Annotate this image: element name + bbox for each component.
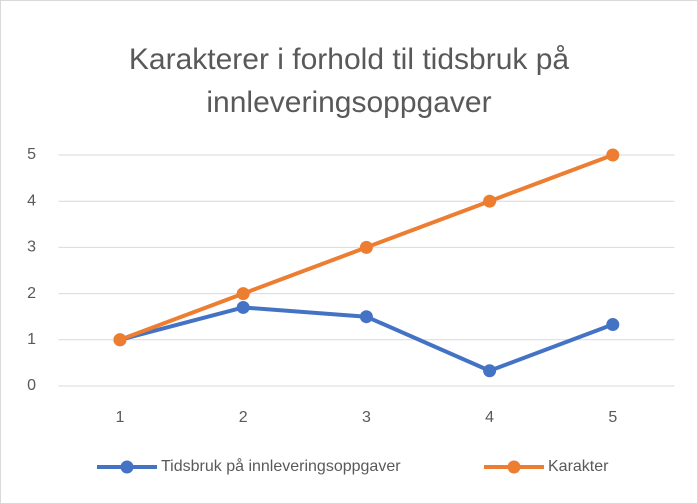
point — [606, 148, 620, 162]
x-tick-label: 3 — [362, 409, 371, 426]
legend-marker — [120, 460, 134, 474]
x-tick-label: 4 — [485, 409, 494, 426]
point — [483, 364, 497, 378]
y-tick-label: 1 — [27, 331, 36, 348]
legend-label: Karakter — [548, 458, 609, 475]
y-tick-label: 5 — [27, 146, 36, 163]
legend-marker — [507, 460, 521, 474]
x-tick-label: 2 — [239, 409, 248, 426]
y-tick-label: 4 — [27, 192, 36, 209]
x-tick-label: 1 — [116, 409, 125, 426]
point — [359, 240, 373, 254]
point — [606, 318, 620, 332]
point — [483, 194, 497, 208]
y-tick-label: 2 — [27, 285, 36, 302]
point — [236, 287, 250, 301]
y-tick-label: 0 — [27, 377, 36, 394]
point — [113, 333, 127, 347]
y-tick-label: 3 — [27, 239, 36, 256]
x-tick-label: 5 — [608, 409, 617, 426]
chart-title: Karakterer i forhold til tidsbruk på inn… — [128, 43, 570, 119]
point — [359, 310, 373, 324]
point — [236, 300, 250, 314]
legend-label: Tidsbruk på innleveringsoppgaver — [161, 457, 401, 475]
